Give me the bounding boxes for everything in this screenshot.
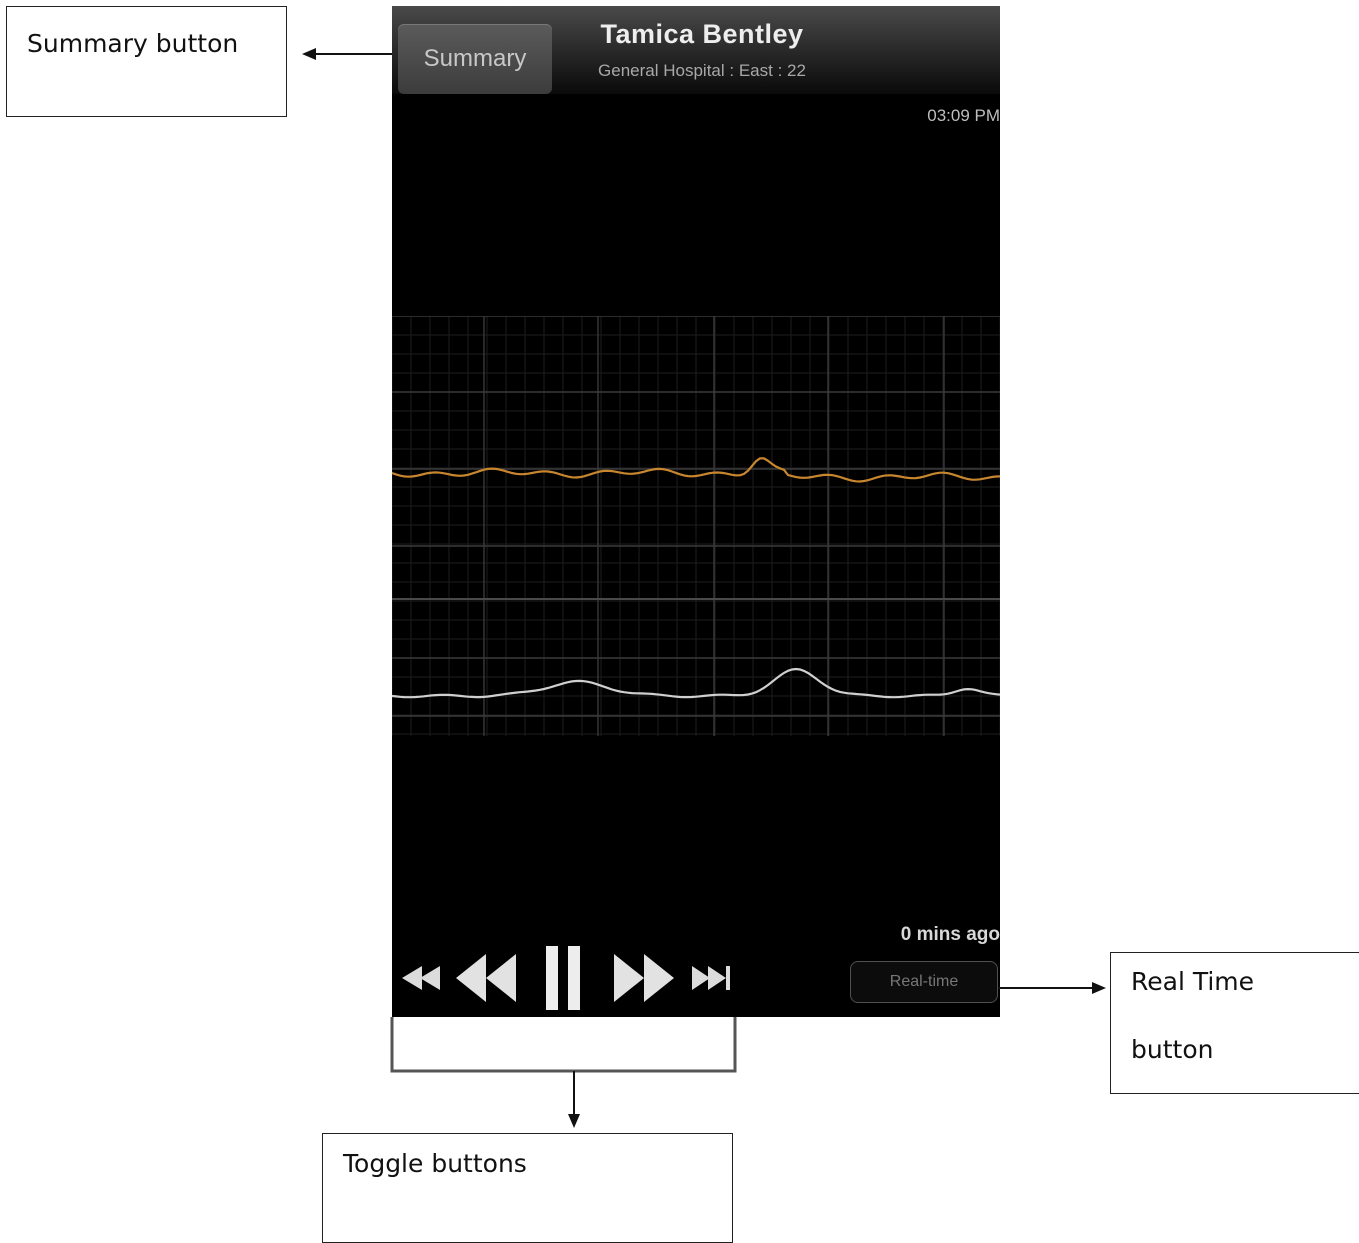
rewind-icon[interactable]: [454, 948, 520, 1008]
real-time-callout-line2: button: [1131, 1035, 1214, 1064]
summary-button-callout: Summary button: [6, 6, 287, 117]
patient-name: Tamica Bentley: [600, 19, 804, 49]
elapsed-time: 0 mins ago: [900, 924, 1000, 945]
phone-screen: Summary Tamica Bentley General Hospital …: [392, 6, 1000, 1017]
clock-time: 03:09 PM: [927, 106, 1000, 125]
real-time-button-callout: Real Time button: [1110, 952, 1359, 1094]
strip-grid-minor: [392, 316, 1000, 736]
summary-button[interactable]: Summary: [398, 24, 552, 94]
fast-forward-icon[interactable]: [610, 948, 676, 1008]
toggle-buttons-bracket: [390, 1017, 737, 1073]
header-bar: Summary Tamica Bentley General Hospital …: [392, 6, 1000, 94]
arrow-head-right: [1092, 982, 1106, 994]
skip-to-end-icon[interactable]: [690, 954, 736, 1002]
pause-icon[interactable]: [542, 942, 584, 1014]
contraction-trace: [392, 667, 1000, 699]
real-time-button[interactable]: Real-time: [850, 961, 998, 1003]
patient-location: General Hospital : East : 22: [598, 61, 806, 80]
toggle-buttons-callout-label: Toggle buttons: [343, 1149, 527, 1178]
fetal-heart-rate-trace: [392, 457, 1000, 483]
arrow-head-left: [302, 48, 316, 60]
toggle-buttons-callout: Toggle buttons: [322, 1133, 733, 1243]
monitoring-strip: [392, 316, 1000, 736]
summary-button-callout-label: Summary button: [27, 29, 239, 58]
strip-grid-major: [392, 316, 1000, 736]
arrow-head-down: [568, 1114, 580, 1128]
skip-to-start-icon[interactable]: [400, 954, 442, 1002]
real-time-callout-line1: Real Time: [1131, 967, 1255, 996]
